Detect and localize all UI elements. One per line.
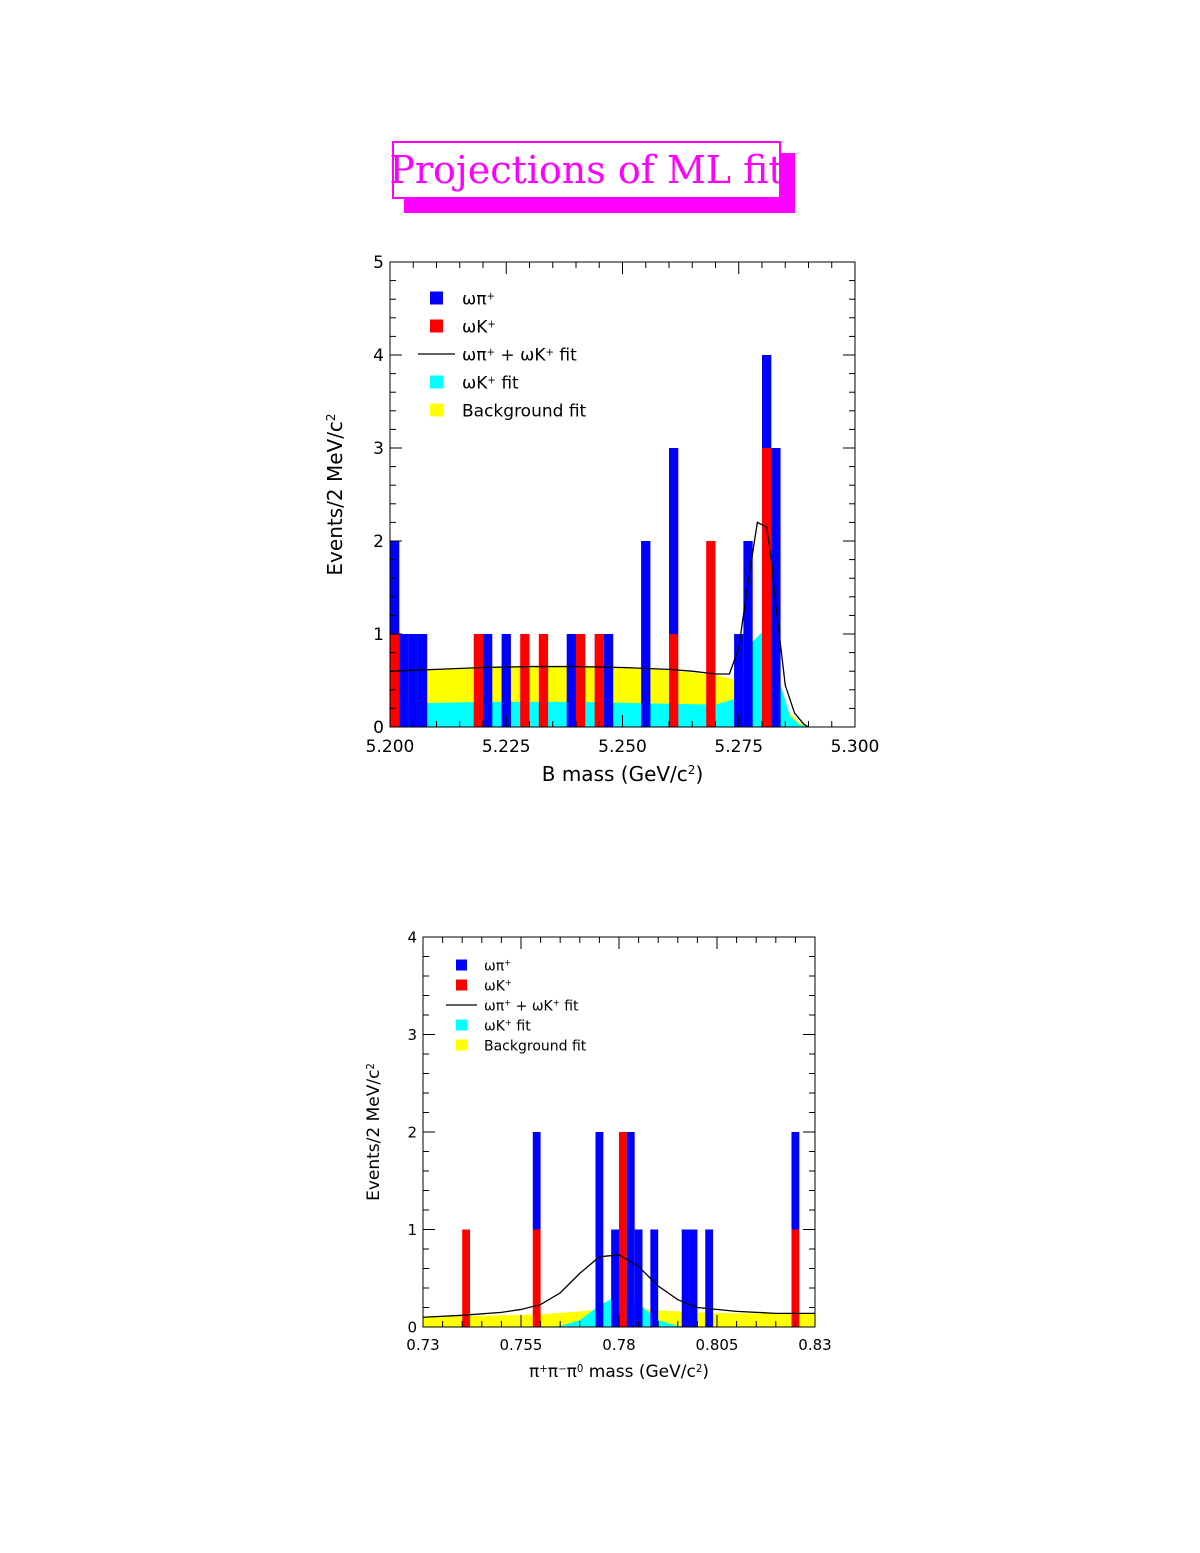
c1-legend-item-background_fit: Background fit bbox=[430, 401, 587, 421]
c2-legend-swatch bbox=[456, 979, 467, 991]
c1-bar-omega-pi-19 bbox=[771, 448, 781, 727]
c2-bar-omega-k-4 bbox=[619, 1132, 627, 1327]
chart-b-mass: 0 1 2 3 4 5 5.200 5.225 5.250 5.275 5.300 B mass (G… bbox=[323, 253, 880, 786]
c1-bar-omega-pi-17 bbox=[743, 541, 753, 727]
c2-bar-omega-k-0 bbox=[462, 1229, 471, 1327]
c1-legend-item-omega_k_fit: ωK+ fit bbox=[430, 373, 519, 393]
c1-x-tick-label: 5.200 bbox=[366, 737, 415, 757]
c2-bar-omega-pi-2 bbox=[595, 1132, 604, 1327]
c2-bar-omega-k-1 bbox=[532, 1229, 541, 1327]
c2-bar-omega-pi-10 bbox=[705, 1229, 714, 1327]
c1-total-fit-line bbox=[389, 521, 809, 728]
title-box: Projections of ML fit bbox=[389, 141, 784, 199]
c2-bar-omega-pi-6 bbox=[634, 1229, 643, 1327]
c1-legend-label: ωπ+ bbox=[462, 289, 495, 309]
c2-legend-label: ωK+ fit bbox=[484, 1017, 531, 1034]
c1-bar-omega-pi-2 bbox=[408, 634, 418, 727]
c1-bar-omega-pi-12 bbox=[603, 634, 614, 727]
c2-legend-label: ωK+ bbox=[484, 977, 512, 994]
c2-x-tick-label: 0.78 bbox=[602, 1336, 635, 1354]
c1-legend-swatch bbox=[430, 319, 443, 333]
c1-bar-omega-pi-13 bbox=[641, 541, 651, 727]
c2-legend-item-omega_k: ωK+ bbox=[456, 977, 512, 994]
c1-bar-omega-k-4 bbox=[473, 634, 483, 727]
c1-bar-omega-pi-1 bbox=[399, 634, 409, 727]
c2-bar-omega-pi-9 bbox=[689, 1229, 698, 1327]
c1-x-axis-label: B mass (GeV/c2) bbox=[542, 762, 704, 786]
c2-legend-swatch bbox=[456, 959, 467, 971]
c2-x-tick-label: 0.805 bbox=[696, 1336, 739, 1354]
c2-legend-label: ωπ+ + ωK+ fit bbox=[484, 997, 579, 1014]
c2-x-tick-label: 0.83 bbox=[798, 1336, 831, 1354]
c2-legend-label: ωπ+ bbox=[484, 957, 511, 974]
c2-legend-item-total_fit: ωπ+ + ωK+ fit bbox=[446, 997, 579, 1014]
c1-legend-label: ωK+ bbox=[462, 317, 496, 337]
c2-bar-omega-pi-5 bbox=[626, 1132, 635, 1327]
c1-legend-swatch bbox=[430, 291, 443, 305]
c2-bar-omega-pi-8 bbox=[681, 1229, 690, 1327]
c1-bar-omega-k-15 bbox=[706, 541, 716, 727]
c1-legend-item-omega_pi: ωπ+ bbox=[430, 289, 495, 309]
c2-x-axis-label: π+π−π0 mass (GeV/c2) bbox=[529, 1362, 709, 1382]
c2-y-tick-label: 2 bbox=[407, 1123, 417, 1141]
c2-legend-item-omega_pi: ωπ+ bbox=[456, 957, 511, 974]
c1-bar-omega-k-14 bbox=[669, 634, 679, 727]
c1-bar-omega-k-7 bbox=[520, 634, 530, 727]
c2-bar-omega-pi-1 bbox=[532, 1132, 541, 1230]
page-title: Projections of ML fit bbox=[389, 148, 784, 192]
c1-legend-label: ωπ+ + ωK+ fit bbox=[462, 345, 577, 365]
c1-bar-omega-k-10 bbox=[576, 634, 586, 727]
c1-y-tick-label: 1 bbox=[373, 625, 384, 645]
c2-legend-swatch bbox=[456, 1039, 467, 1051]
c1-y-tick-label: 3 bbox=[373, 439, 384, 459]
c1-x-tick-label: 5.225 bbox=[482, 737, 531, 757]
c2-x-tick-label: 0.755 bbox=[500, 1336, 543, 1354]
c2-y-tick-label: 0 bbox=[407, 1318, 417, 1336]
c1-bar-omega-k-18 bbox=[762, 448, 772, 727]
c2-y-tick-label: 3 bbox=[407, 1026, 417, 1044]
c2-bar-omega-pi-3 bbox=[611, 1229, 619, 1327]
c1-bar-omega-k-11 bbox=[594, 634, 604, 727]
c2-legend-item-background_fit: Background fit bbox=[456, 1038, 587, 1054]
c2-x-tick-label: 0.73 bbox=[406, 1336, 439, 1354]
c1-x-tick-label: 5.300 bbox=[831, 737, 880, 757]
c1-legend-swatch bbox=[430, 403, 443, 417]
c1-y-axis-label: Events/2 MeV/c2 bbox=[323, 413, 347, 575]
c1-bar-omega-pi-18 bbox=[762, 355, 772, 448]
c2-bar-omega-pi-11 bbox=[791, 1132, 800, 1230]
c1-legend-item-total_fit: ωπ+ + ωK+ fit bbox=[418, 345, 577, 365]
c1-bar-omega-k-8 bbox=[538, 634, 549, 727]
c1-y-tick-label: 0 bbox=[373, 718, 384, 738]
c1-legend-swatch bbox=[430, 375, 443, 389]
c2-y-axis-label: Events/2 MeV/c2 bbox=[364, 1063, 384, 1201]
c2-bar-omega-k-11 bbox=[791, 1229, 800, 1327]
c1-x-tick-label: 5.275 bbox=[714, 737, 763, 757]
c1-bar-omega-pi-5 bbox=[483, 634, 493, 727]
c1-bar-omega-pi-3 bbox=[417, 634, 428, 727]
c2-y-tick-label: 4 bbox=[407, 928, 417, 946]
c1-y-tick-label: 2 bbox=[373, 532, 384, 552]
c1-legend-label: ωK+ fit bbox=[462, 373, 519, 393]
c1-legend-label: Background fit bbox=[462, 401, 587, 421]
c1-y-tick-label: 4 bbox=[373, 346, 384, 366]
c1-bar-omega-k-0 bbox=[390, 634, 400, 727]
c1-x-tick-label: 5.250 bbox=[598, 737, 647, 757]
c2-y-tick-label: 1 bbox=[407, 1221, 417, 1239]
c1-omega-k-fit-area bbox=[390, 632, 809, 727]
c1-bar-omega-pi-14 bbox=[669, 448, 679, 634]
c1-bar-omega-pi-0 bbox=[390, 541, 400, 634]
c2-legend-swatch bbox=[456, 1019, 467, 1031]
c1-legend-item-omega_k: ωK+ bbox=[430, 317, 496, 337]
c1-bar-omega-pi-6 bbox=[501, 634, 511, 727]
c2-total-fit-line bbox=[422, 1254, 815, 1318]
c2-bar-omega-pi-7 bbox=[650, 1229, 659, 1327]
c2-legend-label: Background fit bbox=[484, 1038, 587, 1054]
c2-legend-item-omega_k_fit: ωK+ fit bbox=[456, 1017, 531, 1034]
c1-bar-omega-pi-9 bbox=[566, 634, 576, 727]
c1-y-tick-label: 5 bbox=[373, 253, 384, 273]
c1-bar-omega-pi-16 bbox=[734, 634, 744, 727]
